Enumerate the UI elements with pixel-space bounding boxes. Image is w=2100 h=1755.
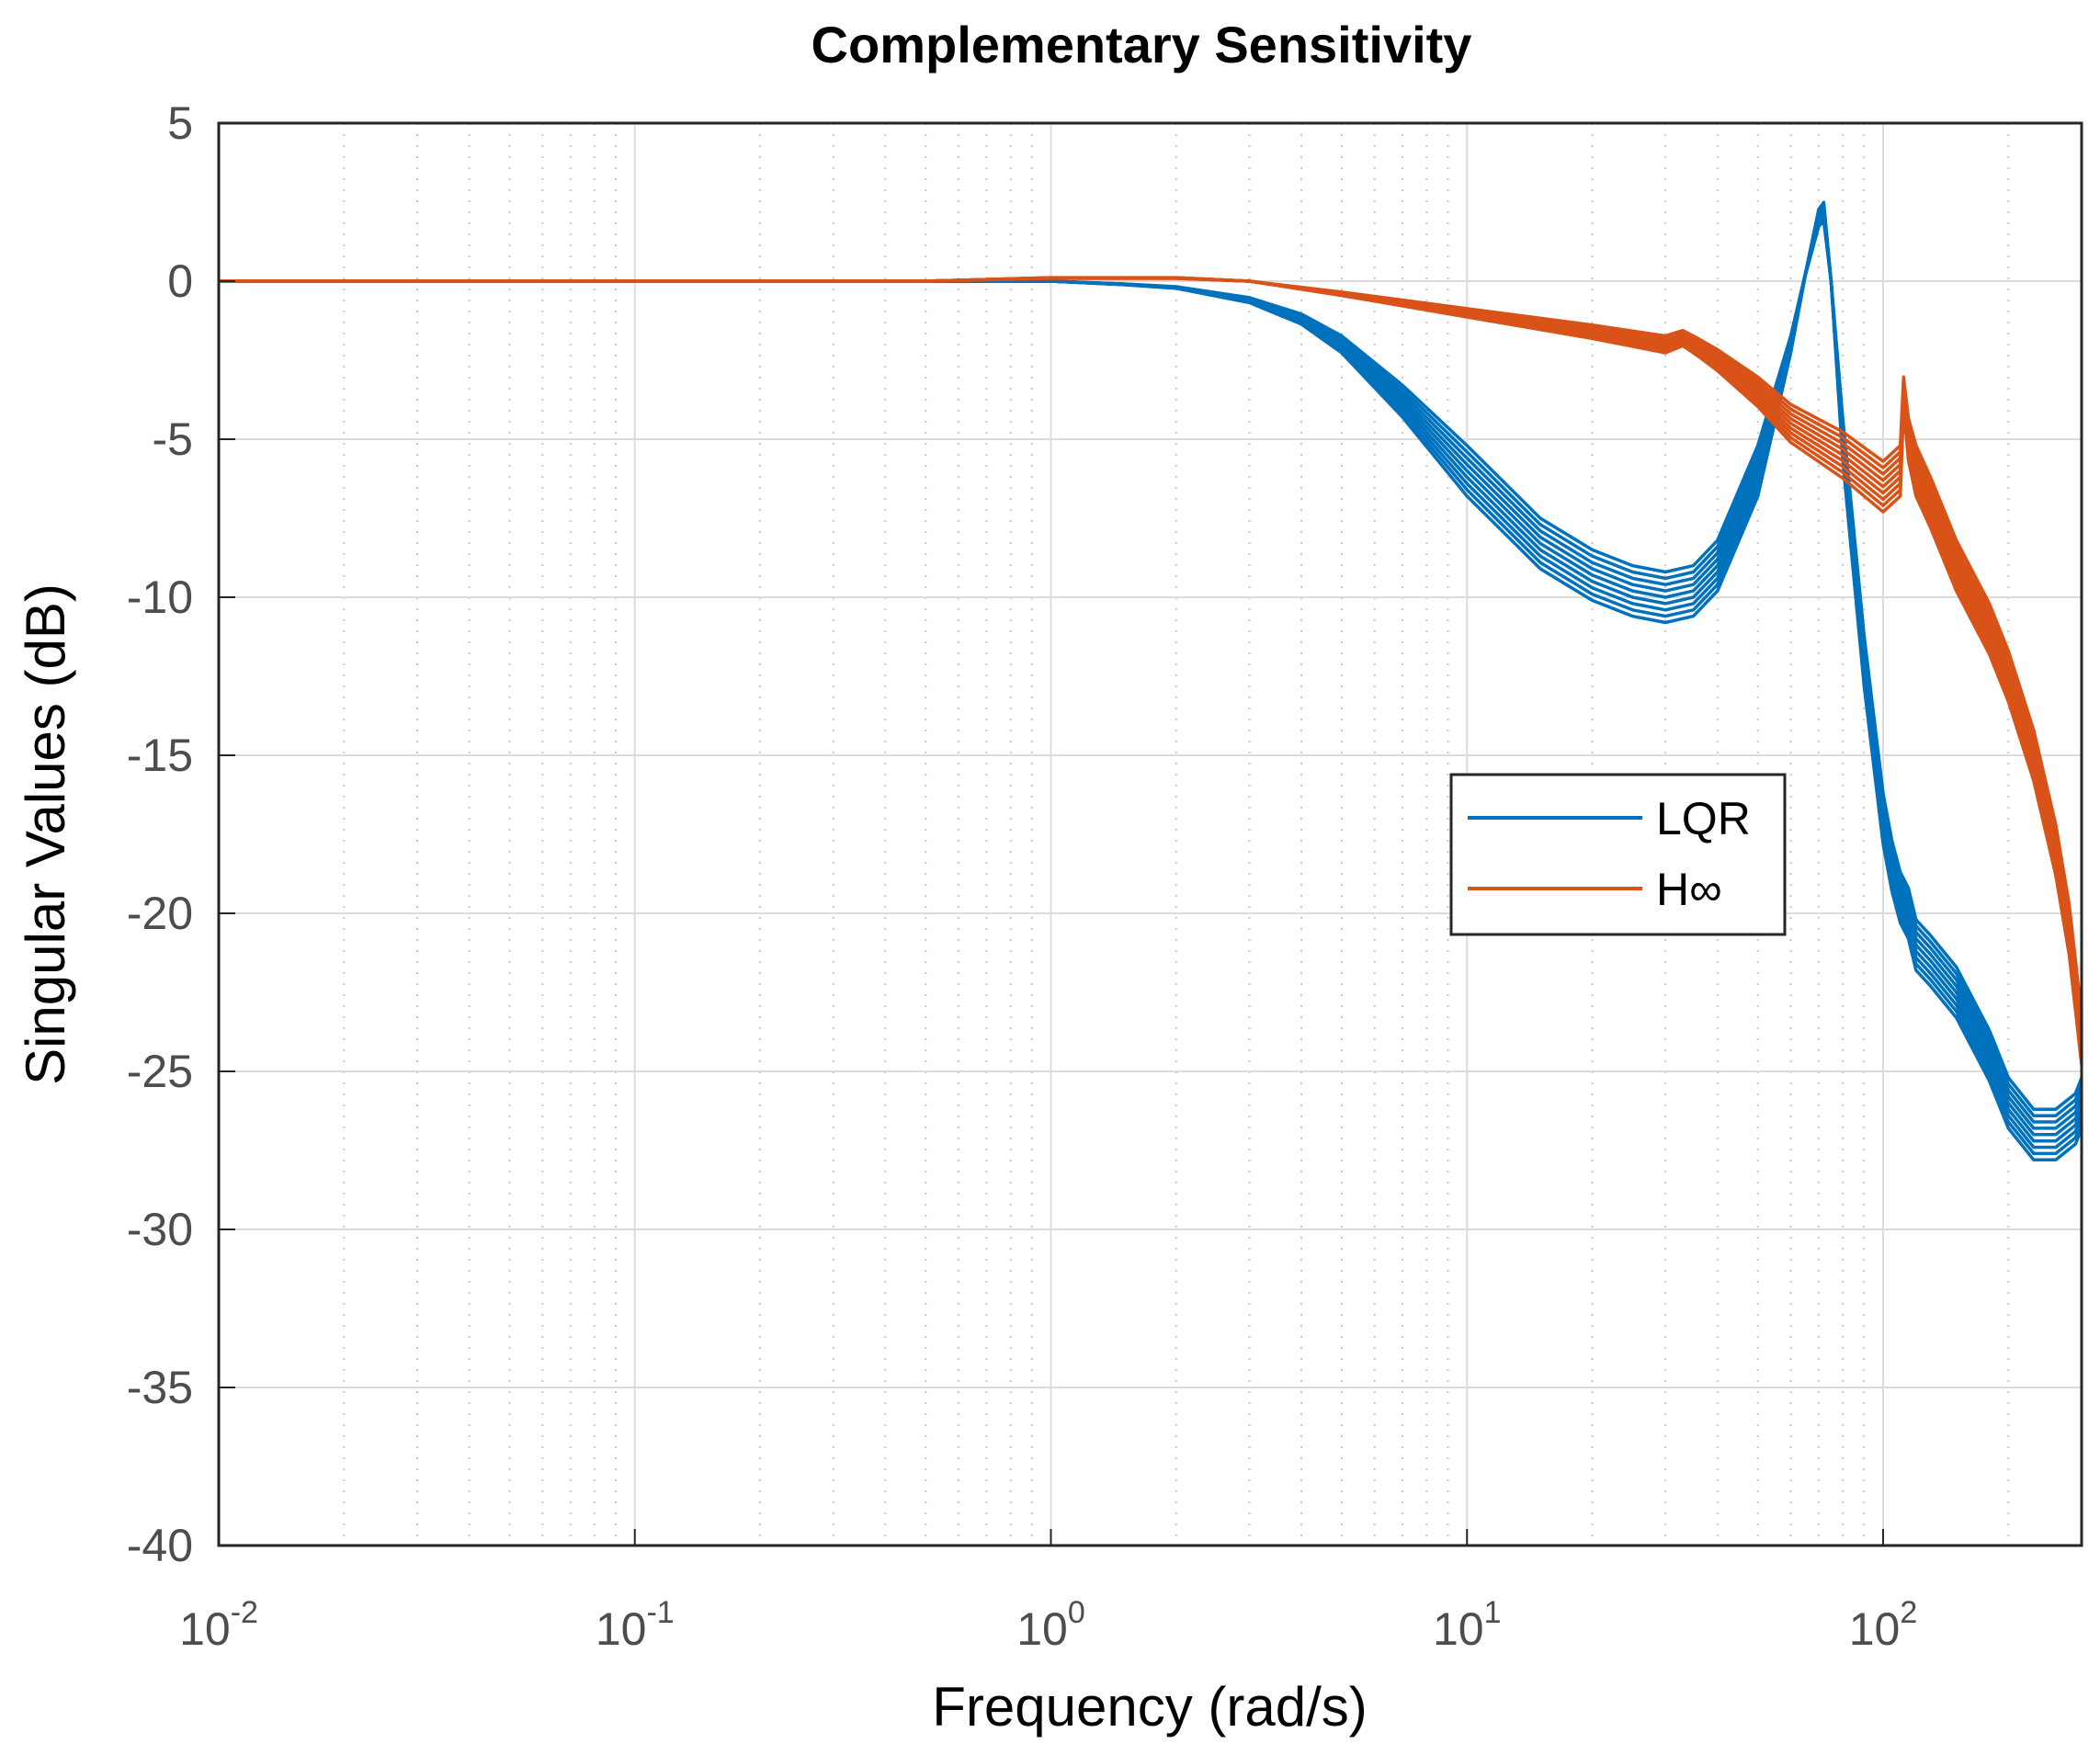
x-tick-label: 10-2: [179, 1595, 258, 1655]
series-line: [219, 276, 2083, 1015]
y-tick-label: -30: [127, 1204, 193, 1255]
y-tick-label: -5: [153, 413, 193, 465]
series-LQR: [219, 200, 2083, 1162]
x-axis-ticks: 10-2 10-1 100 101 102: [179, 1529, 1917, 1655]
y-axis-ticks: 5 0 -5 -10 -15 -20 -25 -30 -35 -40: [127, 97, 235, 1571]
plot-area: [219, 123, 2082, 1546]
y-tick-label: -20: [127, 888, 193, 939]
x-tick-label: 102: [1849, 1595, 1918, 1655]
x-tick-label: 100: [1016, 1595, 1085, 1655]
y-tick-label: 5: [167, 97, 193, 149]
series-line: [219, 200, 2083, 1112]
series-H∞: [219, 276, 2083, 1066]
legend: LQR H∞: [1449, 773, 1787, 936]
legend-label-hinf: H∞: [1656, 864, 1722, 915]
x-tick-label: 10-1: [596, 1595, 675, 1655]
y-tick-label: -10: [127, 572, 193, 623]
y-tick-label: 0: [167, 255, 193, 307]
y-axis-label: Singular Values (dB): [15, 583, 76, 1085]
y-tick-label: -40: [127, 1520, 193, 1571]
legend-label-lqr: LQR: [1656, 793, 1751, 844]
y-tick-label: -35: [127, 1362, 193, 1413]
legend-box: [1449, 773, 1787, 936]
series-layer: [219, 200, 2083, 1162]
chart-title: Complementary Sensitivity: [812, 16, 1472, 74]
y-tick-label: -15: [127, 730, 193, 781]
y-tick-label: -25: [127, 1046, 193, 1097]
x-tick-label: 101: [1433, 1595, 1502, 1655]
x-axis-label: Frequency (rad/s): [932, 1676, 1368, 1738]
plot-frame: [217, 121, 2083, 1547]
